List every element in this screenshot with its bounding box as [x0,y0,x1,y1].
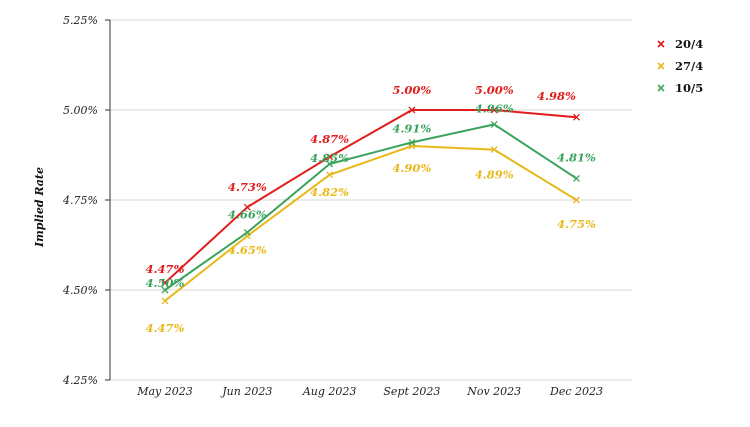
data-label: 4.85% [310,151,349,165]
marker-stroke [573,196,580,204]
series-line-10-5 [164,123,578,291]
marker-stroke [573,113,580,121]
series-layer [161,106,580,305]
data-point-marker [490,120,498,128]
data-label: 4.47% [146,321,185,335]
label-layer: 4.47% 4.73% 4.87% 5.00% 5.00% 4.98% 4.47% 4.65%… [146,83,597,335]
data-point-marker [161,279,169,287]
data-label: 4.82% [310,185,349,199]
data-point-marker [326,171,334,179]
data-point-marker [326,153,334,161]
data-label: 4.50% [146,276,185,290]
series-line-20-4 [164,109,577,284]
marker-stroke [243,228,251,236]
data-label: 4.89% [475,168,514,182]
data-label: 4.47% [146,262,185,276]
legend-label: 20/4 [675,37,703,51]
marker-stroke [657,84,665,92]
x-tick-label: May 2023 [136,385,193,398]
marker-stroke [326,160,334,168]
marker-stroke [573,174,580,182]
data-label: 4.87% [310,132,349,146]
legend-marker [657,40,665,48]
legend-label: 27/4 [675,59,703,73]
marker-stroke [161,279,169,287]
y-tick-label: 5.00% [63,104,98,117]
marker-stroke [161,297,169,305]
legend-label: 10/5 [675,81,703,95]
data-point-marker [490,146,498,154]
data-label: 5.00% [475,83,514,97]
data-point-marker [326,160,334,168]
data-label: 4.91% [392,121,431,135]
data-label: 5.00% [392,83,431,97]
x-tick-label: Sept 2023 [383,385,440,398]
data-point-marker [243,228,251,236]
series-line-27-4 [164,145,578,302]
legend-marker [657,62,665,70]
x-tick-label: Jun 2023 [220,385,272,398]
data-point-marker [573,196,580,204]
y-tick-label: 4.50% [62,284,98,297]
y-tick-label: 4.25% [62,374,98,387]
legend: 20/4 27/4 10/5 [657,37,703,95]
marker-stroke [490,106,498,114]
data-point-marker [408,106,416,114]
x-tick-label: Aug 2023 [302,385,357,398]
axis-layer: 4.25% 4.50% 4.75% 5.00% 5.25% May 2023 Jun 202… [62,14,603,398]
data-label: 4.81% [557,150,596,164]
marker-stroke [243,203,251,211]
y-tick-label: 5.25% [63,14,98,27]
data-label: 4.66% [228,207,267,221]
marker-stroke [326,171,334,179]
y-axis-title: Implied Rate [33,167,46,248]
x-tick-label: Dec 2023 [549,385,603,398]
data-point-marker [161,286,169,294]
marker-stroke [326,153,334,161]
data-point-marker [161,297,169,305]
marker-stroke [657,62,665,70]
data-point-marker [490,106,498,114]
marker-stroke [490,146,498,154]
data-label: 4.90% [392,161,431,175]
data-label: 4.73% [228,180,267,194]
data-label: 4.65% [228,243,267,257]
y-tick-label: 4.75% [62,194,98,207]
data-label: 4.98% [537,89,576,103]
legend-marker [657,84,665,92]
data-point-marker [573,113,580,121]
marker-stroke [408,106,416,114]
grid-layer [110,19,632,381]
data-label: 4.75% [557,217,596,231]
marker-stroke [161,286,169,294]
data-label: 4.96% [475,101,514,115]
data-point-marker [243,203,251,211]
data-point-marker [573,174,580,182]
data-point-marker [408,138,416,146]
x-tick-label: Nov 2023 [466,385,521,398]
marker-stroke [408,138,416,146]
marker-stroke [490,120,498,128]
marker-stroke [657,40,665,48]
